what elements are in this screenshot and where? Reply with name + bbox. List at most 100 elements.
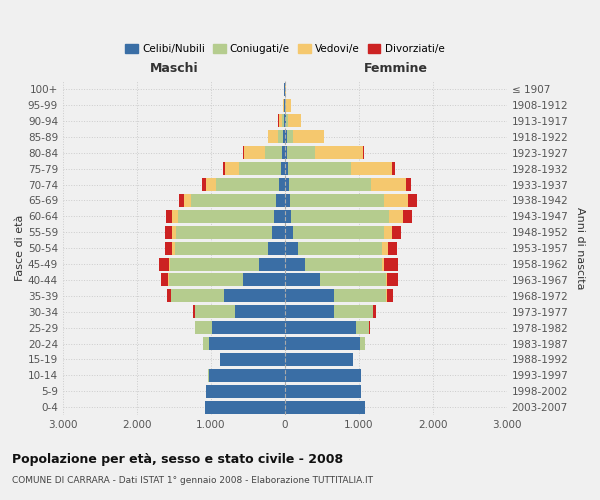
Bar xyxy=(225,162,239,175)
Bar xyxy=(202,178,206,191)
Bar xyxy=(293,226,384,239)
Bar xyxy=(285,162,288,175)
Bar xyxy=(392,162,395,175)
Bar xyxy=(298,242,382,254)
Bar xyxy=(382,258,384,270)
Bar xyxy=(373,306,376,318)
Bar xyxy=(193,306,195,318)
Bar xyxy=(206,385,285,398)
Bar xyxy=(279,178,285,191)
Bar xyxy=(244,146,265,160)
Bar xyxy=(281,162,285,175)
Bar xyxy=(235,306,285,318)
Bar xyxy=(286,98,291,112)
Bar xyxy=(369,321,370,334)
Bar xyxy=(191,194,276,207)
Bar xyxy=(285,210,291,223)
Bar xyxy=(388,242,397,254)
Bar xyxy=(278,130,283,143)
Bar xyxy=(288,162,350,175)
Bar xyxy=(285,353,353,366)
Bar xyxy=(161,274,168,286)
Bar xyxy=(285,114,286,128)
Bar xyxy=(220,353,285,366)
Bar xyxy=(169,258,170,270)
Bar xyxy=(268,130,278,143)
Y-axis label: Anni di nascita: Anni di nascita xyxy=(575,207,585,290)
Bar xyxy=(284,114,285,128)
Bar xyxy=(209,337,285,350)
Bar xyxy=(195,321,212,334)
Bar xyxy=(274,210,285,223)
Bar xyxy=(170,258,259,270)
Bar xyxy=(288,114,301,128)
Bar xyxy=(285,178,289,191)
Bar xyxy=(289,178,371,191)
Bar xyxy=(285,242,298,254)
Bar xyxy=(268,242,285,254)
Bar xyxy=(224,290,285,302)
Bar xyxy=(285,258,305,270)
Bar xyxy=(363,146,364,160)
Bar xyxy=(287,130,293,143)
Bar xyxy=(272,226,285,239)
Legend: Celibi/Nubili, Coniugati/e, Vedovi/e, Divorziati/e: Celibi/Nubili, Coniugati/e, Vedovi/e, Di… xyxy=(121,40,448,58)
Bar xyxy=(334,306,373,318)
Bar xyxy=(350,162,392,175)
Bar xyxy=(169,274,242,286)
Bar xyxy=(408,194,417,207)
Bar xyxy=(195,306,235,318)
Bar xyxy=(259,258,285,270)
Bar xyxy=(285,130,287,143)
Bar xyxy=(283,98,284,112)
Bar xyxy=(290,194,384,207)
Text: Popolazione per età, sesso e stato civile - 2008: Popolazione per età, sesso e stato civil… xyxy=(12,452,343,466)
Bar xyxy=(360,337,365,350)
Bar xyxy=(387,290,393,302)
Bar xyxy=(166,242,172,254)
Bar xyxy=(172,210,178,223)
Bar xyxy=(285,82,286,96)
Bar xyxy=(384,194,408,207)
Bar xyxy=(216,178,279,191)
Bar xyxy=(166,210,172,223)
Bar xyxy=(356,321,369,334)
Bar xyxy=(239,162,281,175)
Bar xyxy=(320,274,386,286)
Bar xyxy=(285,337,360,350)
Bar xyxy=(203,337,209,350)
Bar xyxy=(305,258,382,270)
Bar xyxy=(384,258,398,270)
Text: Maschi: Maschi xyxy=(149,62,198,74)
Y-axis label: Fasce di età: Fasce di età xyxy=(15,215,25,282)
Bar xyxy=(293,130,323,143)
Bar xyxy=(287,146,315,160)
Bar xyxy=(286,114,288,128)
Bar xyxy=(282,146,285,160)
Bar xyxy=(242,274,285,286)
Bar xyxy=(389,210,403,223)
Bar xyxy=(212,321,285,334)
Bar xyxy=(315,146,363,160)
Bar xyxy=(171,290,224,302)
Bar xyxy=(384,226,392,239)
Bar xyxy=(387,274,398,286)
Bar xyxy=(166,226,172,239)
Bar xyxy=(179,194,184,207)
Bar xyxy=(176,226,272,239)
Bar xyxy=(334,290,386,302)
Bar xyxy=(184,194,191,207)
Bar xyxy=(285,194,290,207)
Bar xyxy=(285,385,361,398)
Bar xyxy=(175,242,268,254)
Bar xyxy=(386,274,387,286)
Bar xyxy=(209,369,285,382)
Bar xyxy=(158,258,169,270)
Bar xyxy=(265,146,282,160)
Bar xyxy=(285,400,365,413)
Bar xyxy=(285,321,356,334)
Bar xyxy=(276,194,285,207)
Bar xyxy=(392,226,401,239)
Bar xyxy=(172,242,175,254)
Bar xyxy=(282,114,284,128)
